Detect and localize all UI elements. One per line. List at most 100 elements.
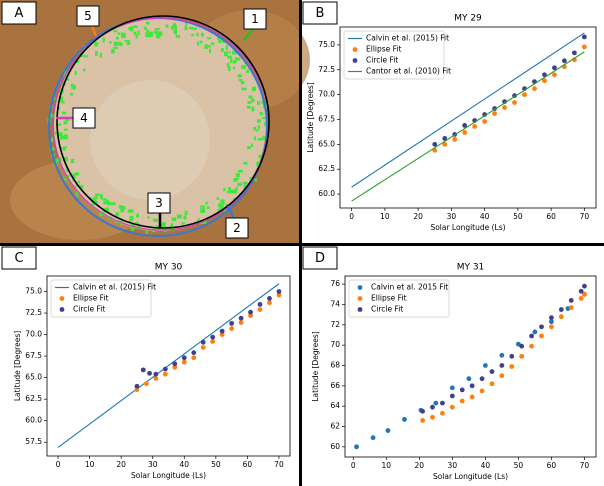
scatter-point [529,343,534,349]
green-speckle [149,31,154,37]
scatter-point [578,288,584,294]
plot-frame [344,275,597,458]
scatter-point [479,376,485,382]
green-speckle [74,185,78,188]
scatter-point [482,112,488,117]
y-tick-label: 74 [330,299,340,308]
panel-label-box [1,246,37,270]
green-speckle [185,22,188,26]
green-speckle [109,41,112,44]
y-tick-label: 70.0 [25,330,42,339]
legend-label: Calvin et al. 2015 Fit [371,283,448,292]
legend-swatch [357,307,363,312]
panel-label: B [316,6,325,21]
green-speckle [145,32,149,38]
legend-box [50,279,152,318]
scatter-point [469,394,475,400]
plot-frame [46,275,291,457]
green-speckle [74,71,77,76]
green-speckle [243,185,247,190]
green-speckle [151,229,156,233]
divider [0,243,604,246]
green-speckle [228,189,234,194]
y-tick-label: 67.5 [318,114,335,123]
green-speckle [79,185,84,190]
green-speckle [124,39,128,43]
scatter-point [440,400,445,406]
x-tick-label: 10 [380,212,390,221]
green-speckle [242,181,248,185]
panel-label: D [315,251,325,266]
scatter-point [502,105,507,110]
scatter-point [549,324,554,330]
green-speckle [120,207,125,213]
green-speckle [220,204,224,209]
chart: MY 31 0 10 20 30 40 50 60 70 60 62 64 66 68 70 72 74 76 So… [311,263,597,481]
y-tick-label: 70 [330,340,340,349]
image-label-box [225,217,249,239]
scatter-point [479,388,485,394]
green-speckle [145,230,148,234]
x-tick-label: 60 [546,212,556,221]
chart: MY 29 0 10 20 30 40 50 60 70 60.0 62.5 65.0 67.5 70.0… [306,14,597,232]
scatter-point [276,292,282,298]
green-speckle [61,101,65,104]
green-speckle [63,121,68,125]
green-speckle [238,78,243,82]
green-speckle [171,217,177,222]
scatter-point [582,291,587,297]
green-speckle [130,209,134,213]
y-tick-label: 72 [330,320,340,329]
legend-label: Calvin et al. (2015) Fit [73,283,156,292]
scatter-point [489,369,495,374]
green-speckle [113,46,118,49]
scatter-point [248,309,253,315]
green-speckle [174,25,177,30]
fit-line [57,283,280,448]
green-speckle [259,111,263,116]
scatter-point [134,383,140,389]
y-tick-label: 72.5 [25,308,42,317]
green-speckle [65,78,70,81]
panel-label-box [302,246,338,270]
green-speckle [247,145,251,150]
scatter-point [542,72,547,78]
scatter-point [430,414,435,420]
green-speckle [202,220,207,224]
green-speckle [64,119,70,122]
scatter-point [578,295,584,301]
fit-line [351,51,585,202]
y-tick-label: 60 [330,442,340,451]
x-tick-label: 70 [274,460,284,469]
x-tick-label: 60 [243,460,253,469]
scatter-point [519,353,525,359]
green-speckle [93,196,98,199]
scatter-point [385,428,391,433]
panel-label: C [14,251,23,266]
legend-label: Ellipse Fit [73,294,109,303]
green-speckle [95,193,99,196]
green-speckle [113,30,118,33]
green-speckle [92,197,97,203]
green-speckle [251,86,257,92]
green-speckle [207,37,211,40]
green-speckle [62,156,68,162]
green-speckle [247,101,252,104]
scatter-point [181,355,187,361]
scatter-point [162,366,168,372]
x-axis-label: Solar Longitude (Ls) [430,223,505,232]
green-speckle [66,168,69,172]
green-speckle [62,146,66,151]
green-speckle [78,180,81,184]
green-speckle [200,208,206,214]
green-speckle [55,131,58,135]
green-speckle [197,218,200,223]
green-speckle [191,33,194,37]
scatter-point [539,324,544,330]
scatter-point [134,387,140,393]
image-label: 4 [80,111,88,125]
x-tick-label: 50 [514,461,524,470]
green-speckle [184,210,188,216]
green-speckle [248,95,253,99]
